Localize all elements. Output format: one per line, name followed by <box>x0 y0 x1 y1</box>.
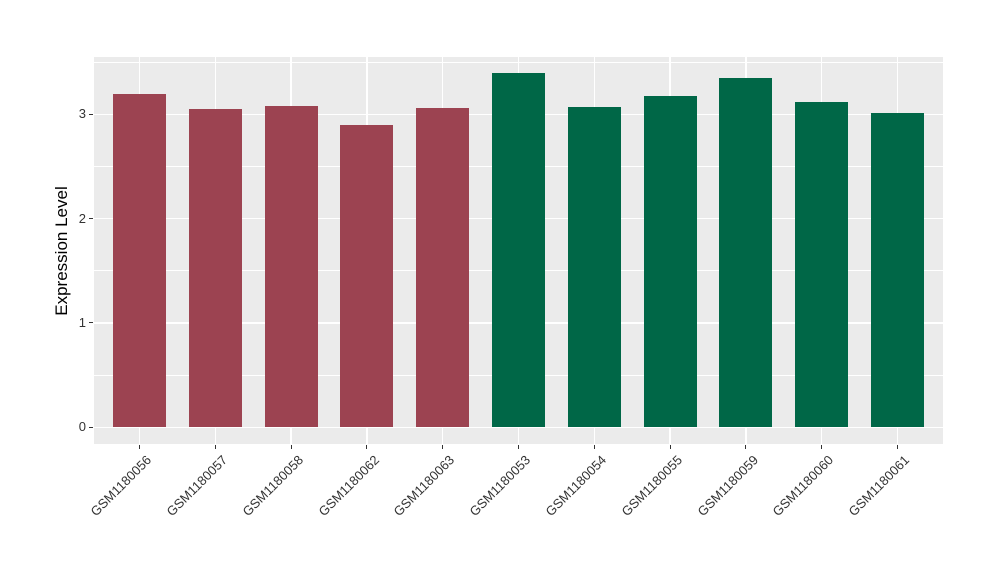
x-axis-tick-label-GSM1180053: GSM1180053 <box>466 452 534 519</box>
bar-GSM1180053 <box>491 72 546 428</box>
bar-GSM1180056 <box>112 94 166 428</box>
x-axis-tick-mark <box>669 445 671 449</box>
x-axis-tick-mark <box>290 445 292 449</box>
x-axis-tick-mark <box>366 445 368 449</box>
x-axis-tick-label-GSM1180056: GSM1180056 <box>87 452 155 519</box>
x-axis-tick-label-GSM1180055: GSM1180055 <box>618 452 686 519</box>
x-axis-tick-label-GSM1180062: GSM1180062 <box>315 452 382 519</box>
y-axis-tick-label: 2 <box>78 210 86 226</box>
bar-GSM1180061 <box>870 113 925 428</box>
x-axis-tick-label-GSM1180054: GSM1180054 <box>542 452 610 519</box>
x-axis-tick-mark <box>518 445 519 449</box>
x-axis-tick-mark <box>821 445 823 449</box>
y-axis-tick-label: 0 <box>78 419 86 435</box>
y-axis-tick-mark <box>89 113 93 115</box>
bar-GSM1180062 <box>340 124 394 428</box>
bar-GSM1180063 <box>416 108 470 428</box>
x-axis-tick-mark <box>593 445 595 449</box>
y-axis-title: Expression Level <box>52 185 71 316</box>
y-axis-tick-mark <box>89 218 93 220</box>
y-axis-tick-mark <box>89 322 93 324</box>
x-axis-tick-label-GSM1180059: GSM1180059 <box>694 452 761 519</box>
y-axis-tick-mark <box>89 426 93 428</box>
x-axis-tick-label-GSM1180063: GSM1180063 <box>390 452 458 519</box>
x-axis-tick-label-GSM1180060: GSM1180060 <box>769 452 837 519</box>
x-axis-tick-mark <box>138 445 140 449</box>
x-axis-tick-mark <box>897 445 899 449</box>
x-axis-tick-mark <box>745 445 747 449</box>
bar-GSM1180058 <box>264 105 318 428</box>
y-axis-tick-label: 1 <box>78 314 86 330</box>
y-axis-tick-label: 3 <box>78 106 86 122</box>
x-axis-tick-label-GSM1180058: GSM1180058 <box>239 452 306 519</box>
bar-GSM1180059 <box>719 77 773 428</box>
x-axis-tick-label-GSM1180057: GSM1180057 <box>163 452 231 519</box>
x-axis-tick-mark <box>442 445 444 449</box>
x-axis-tick-mark <box>214 445 216 449</box>
bar-GSM1180054 <box>567 107 621 428</box>
bar-GSM1180060 <box>795 101 849 428</box>
x-axis-tick-label-GSM1180061: GSM1180061 <box>845 452 913 519</box>
bar-GSM1180055 <box>643 95 697 428</box>
plot-panel <box>94 57 943 444</box>
bar-GSM1180057 <box>188 109 242 428</box>
